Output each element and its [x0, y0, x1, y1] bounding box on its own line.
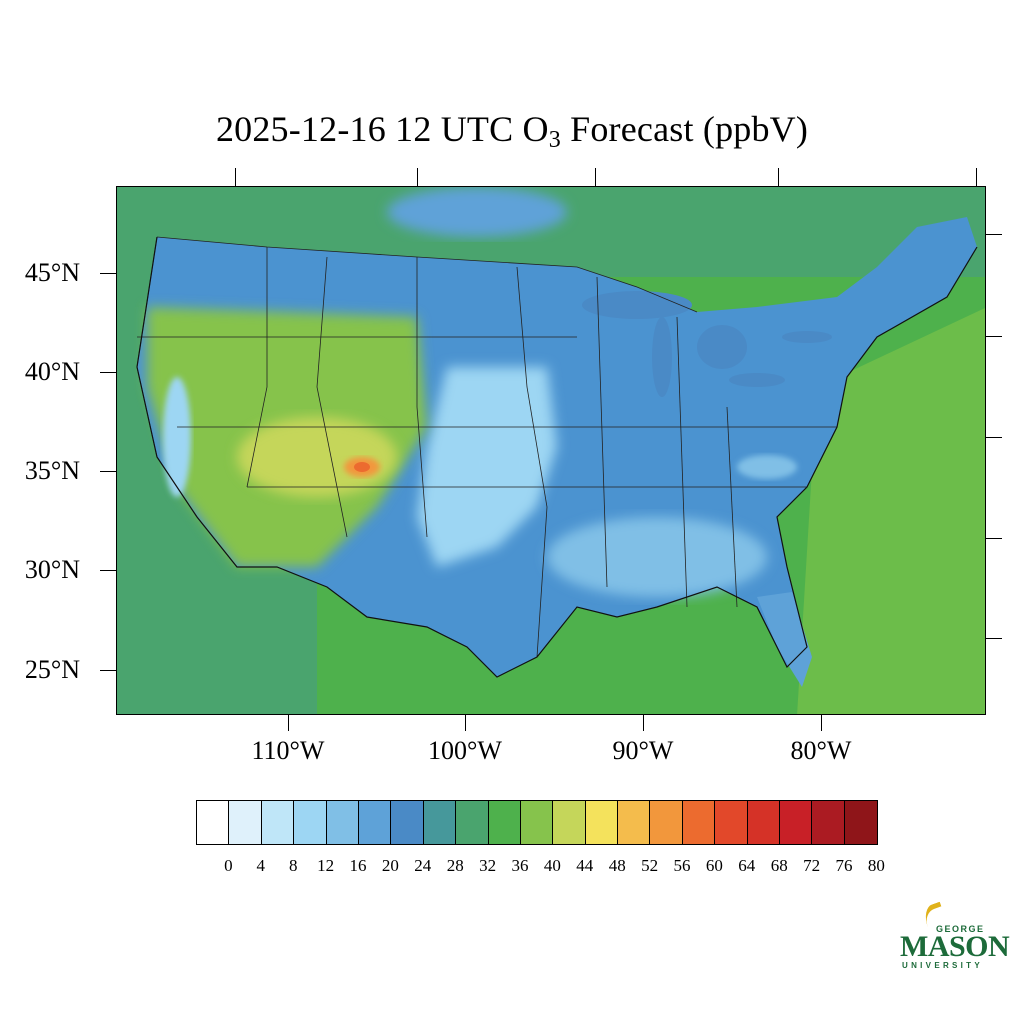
bottom-tick [465, 715, 466, 731]
peak-ozone-core [354, 462, 370, 472]
bottom-tick [821, 715, 822, 731]
ozone-map-canvas [117, 187, 985, 714]
right-tick [986, 234, 1002, 235]
southeast-low-ozone [547, 517, 767, 597]
colorbar-swatch [326, 801, 359, 844]
bottom-tick [643, 715, 644, 731]
colorbar-swatch [553, 801, 586, 844]
coastline [136, 236, 978, 678]
colorbar-label: 4 [256, 856, 266, 875]
top-tick [417, 168, 418, 186]
colorbar-swatch [844, 801, 878, 844]
colorbar-swatch [682, 801, 716, 844]
left-tick [100, 670, 116, 671]
colorbar-swatch [229, 801, 262, 844]
colorbar-label: 72 [803, 856, 821, 875]
colorbar-label: 0 [224, 856, 233, 875]
lon-label-90: 90°W [612, 736, 674, 765]
colorbar-label: 52 [641, 856, 659, 875]
left-tick [100, 570, 116, 571]
colorbar-swatch [715, 801, 748, 844]
lon-label-80: 80°W [790, 736, 852, 765]
ozone-map [116, 186, 986, 715]
left-tick [100, 372, 116, 373]
colorbar-label: 60 [705, 856, 723, 875]
right-tick [986, 437, 1002, 438]
colorbar [196, 800, 879, 845]
top-tick [976, 168, 977, 186]
lake-ontario [782, 331, 832, 343]
colorbar-swatch [423, 801, 457, 844]
colorbar-swatch [261, 801, 295, 844]
lat-label-30: 30°N [24, 555, 80, 584]
map-title: 2025-12-16 12 UTC O3 Forecast (ppbV) [0, 108, 1024, 154]
right-tick [986, 638, 1002, 639]
lake-superior [582, 291, 692, 319]
colorbar-label: 68 [770, 856, 788, 875]
right-tick [986, 336, 1002, 337]
colorbar-label: 44 [576, 856, 594, 875]
colorbar-swatch [391, 801, 424, 844]
colorbar-label: 48 [608, 856, 626, 875]
colorbar-label: 56 [673, 856, 691, 875]
bottom-tick [288, 715, 289, 731]
central-plains-low-ozone [417, 367, 557, 567]
left-tick [100, 273, 116, 274]
colorbar-label: 28 [446, 856, 464, 875]
florida-land [757, 592, 812, 687]
top-tick [235, 168, 236, 186]
colorbar-label: 12 [317, 856, 335, 875]
title-suffix: Forecast (ppbV) [560, 109, 809, 149]
lon-label-110: 110°W [251, 736, 325, 765]
colorbar-label: 36 [511, 856, 529, 875]
colorbar-label: 16 [349, 856, 367, 875]
colorbar-swatch [812, 801, 845, 844]
logo-mason: MASON [900, 930, 1010, 963]
top-tick [778, 168, 779, 186]
california-low-ozone [163, 377, 191, 497]
colorbar-label: 24 [414, 856, 432, 875]
gmu-logo: GEORGE MASON UNIVERSITY [896, 901, 1010, 972]
colorbar-label: 80 [867, 856, 885, 875]
lake-michigan [652, 317, 672, 397]
colorbar-swatch [650, 801, 683, 844]
colorbar-label: 76 [835, 856, 853, 875]
colorbar-swatch [618, 801, 651, 844]
appalachian-low-ozone [737, 455, 797, 479]
lake-huron [697, 325, 747, 369]
colorbar-swatch [585, 801, 619, 844]
lat-label-40: 40°N [24, 357, 80, 386]
lat-label-45: 45°N [24, 258, 80, 287]
colorbar-label: 40 [543, 856, 561, 875]
lat-label-25: 25°N [24, 655, 80, 684]
colorbar-label: 20 [381, 856, 399, 875]
colorbar-swatch [780, 801, 813, 844]
colorbar-swatch [520, 801, 554, 844]
colorbar-swatch [456, 801, 489, 844]
logo-george: GEORGE [936, 924, 985, 934]
colorbar-label: 64 [738, 856, 756, 875]
colorbar-swatch [358, 801, 392, 844]
colorbar-label: 32 [479, 856, 497, 875]
colorbar-swatch [294, 801, 327, 844]
right-tick [986, 538, 1002, 539]
hudson-region [387, 187, 567, 237]
top-tick [595, 168, 596, 186]
left-tick [100, 471, 116, 472]
title-prefix: 2025-12-16 12 UTC O [215, 109, 549, 149]
colorbar-swatch [747, 801, 781, 844]
high-ozone-rockies [237, 417, 397, 497]
lon-label-100: 100°W [428, 736, 502, 765]
lake-erie [729, 373, 785, 387]
title-subscript: 3 [548, 127, 561, 153]
logo-university: UNIVERSITY [902, 961, 984, 970]
colorbar-swatch [197, 801, 230, 844]
atlantic-ocean [797, 307, 985, 714]
colorbar-swatch [488, 801, 521, 844]
lat-label-35: 35°N [24, 456, 80, 485]
colorbar-label: 8 [288, 856, 298, 875]
